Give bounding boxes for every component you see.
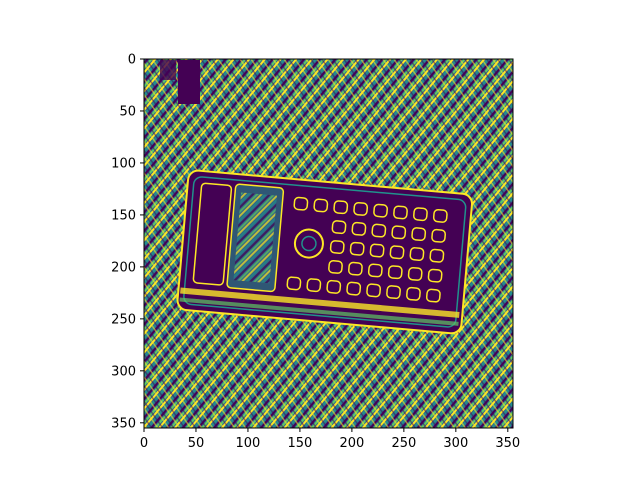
key-outline — [369, 243, 385, 258]
x-tick-label: 50 — [188, 436, 205, 451]
key-outline — [391, 225, 407, 240]
calculator-shape — [176, 169, 473, 335]
key-outline — [313, 198, 329, 213]
key-outline — [431, 228, 447, 243]
key-outline — [351, 221, 367, 236]
key-outline — [367, 263, 383, 278]
y-tick-label: 250 — [111, 312, 136, 327]
key-outline — [293, 196, 309, 211]
key-outline — [406, 286, 421, 301]
x-tick-label: 350 — [495, 436, 520, 451]
x-tick-label: 200 — [339, 436, 364, 451]
key-outline — [407, 266, 423, 281]
key-outline — [373, 203, 388, 218]
y-axis: 0 50 100 150 200 250 300 350 — [111, 53, 144, 431]
y-tick-label: 0 — [128, 53, 136, 68]
x-tick-label: 0 — [140, 436, 148, 451]
y-tick-label: 200 — [111, 260, 136, 275]
y-tick-label: 100 — [111, 156, 136, 171]
key-outline — [328, 260, 343, 274]
x-tick-label: 250 — [391, 436, 416, 451]
keypad — [286, 196, 448, 303]
key-outline — [393, 205, 408, 220]
y-tick-label: 300 — [111, 364, 136, 379]
key-outline — [331, 220, 347, 235]
key-outline — [333, 200, 349, 215]
key-outline — [329, 240, 345, 254]
key-outline — [349, 241, 365, 256]
plot-frame — [143, 58, 514, 429]
key-outline — [346, 281, 362, 296]
key-outline — [427, 268, 443, 283]
key-outline — [286, 276, 302, 291]
key-outline — [411, 227, 427, 242]
key-outline — [429, 248, 445, 263]
key-outline — [386, 285, 401, 300]
key-outline — [371, 223, 387, 238]
edge-image — [144, 59, 513, 428]
key-outline — [387, 265, 403, 280]
x-tick-label: 150 — [288, 436, 313, 451]
key-outline — [432, 208, 448, 223]
y-tick-label: 150 — [111, 208, 136, 223]
key-outline — [353, 201, 369, 216]
x-axis: 0 50 100 150 200 250 300 350 — [140, 428, 520, 451]
key-outline — [326, 279, 342, 294]
key-outline — [425, 288, 441, 303]
key-outline — [348, 261, 363, 276]
key-outline — [409, 247, 425, 261]
x-tick-label: 100 — [236, 436, 261, 451]
key-outline — [306, 278, 322, 293]
key-outline — [366, 283, 382, 298]
y-tick-label: 350 — [111, 416, 136, 431]
key-outline — [389, 245, 405, 260]
y-tick-label: 50 — [119, 104, 136, 119]
key-outline — [413, 207, 428, 222]
x-tick-label: 300 — [443, 436, 468, 451]
